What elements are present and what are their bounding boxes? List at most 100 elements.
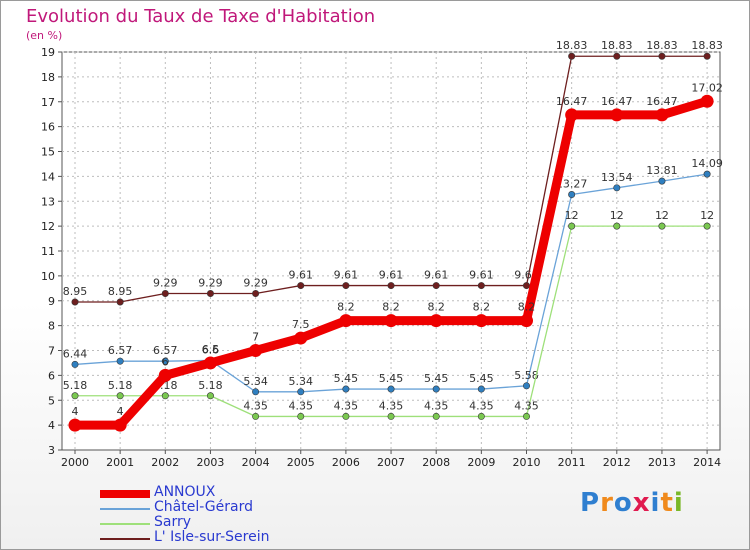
x-tick-label: 2003: [196, 456, 224, 469]
data-label: 5.18: [198, 379, 223, 392]
data-label: 6.57: [153, 344, 178, 357]
data-label: 17.02: [691, 81, 723, 94]
data-point: [432, 385, 440, 393]
logo-letter: i: [673, 488, 684, 518]
unit-label: (en %): [26, 29, 63, 42]
data-label: 12: [700, 209, 714, 222]
data-label: 4.35: [334, 399, 359, 412]
legend-swatch: [100, 538, 150, 540]
data-point: [568, 222, 576, 230]
y-tick-label: 3: [48, 444, 55, 457]
legend-label: ANNOUX: [154, 484, 216, 500]
logo-letter: P: [580, 488, 601, 518]
data-point: [703, 170, 711, 178]
legend-swatch: [100, 523, 150, 525]
data-point: [384, 314, 398, 328]
x-tick-label: 2011: [558, 456, 586, 469]
data-label: 18.83: [556, 39, 588, 52]
data-point: [161, 357, 169, 365]
data-label: 4: [117, 405, 124, 418]
data-point: [71, 360, 79, 368]
data-label: 5.34: [243, 375, 268, 388]
data-point: [522, 382, 530, 390]
data-label: 14.09: [691, 157, 723, 170]
data-label: 9.29: [243, 277, 268, 290]
data-point: [161, 290, 169, 298]
logo-letter: o: [613, 488, 633, 518]
data-point: [113, 418, 127, 432]
y-tick-label: 12: [41, 220, 55, 233]
data-label: 18.83: [646, 39, 678, 52]
legend-item: Châtel-Gérard: [100, 499, 340, 517]
x-tick-label: 2008: [422, 456, 450, 469]
data-point: [429, 314, 443, 328]
data-label: 9.61: [379, 269, 404, 282]
data-point: [342, 282, 350, 290]
x-tick-label: 2013: [648, 456, 676, 469]
y-tick-label: 9: [48, 295, 55, 308]
data-point: [161, 392, 169, 400]
legend-label: L' Isle-sur-Serein: [154, 529, 270, 545]
data-label: 12: [565, 209, 579, 222]
x-tick-label: 2004: [242, 456, 270, 469]
data-label: 5.45: [424, 372, 449, 385]
data-point: [474, 314, 488, 328]
data-label: 4.35: [289, 399, 314, 412]
data-label: 6.57: [108, 344, 133, 357]
data-label: 6.44: [63, 347, 88, 360]
data-label: 9.61: [469, 269, 494, 282]
data-label: 4.35: [514, 399, 539, 412]
data-point: [568, 52, 576, 60]
data-label: 8.2: [473, 301, 491, 314]
data-label: 8.2: [518, 301, 536, 314]
data-label: 5.34: [289, 375, 314, 388]
legend-item: L' Isle-sur-Serein: [100, 529, 340, 547]
data-label: 16.47: [646, 95, 678, 108]
data-label: 4.35: [379, 399, 404, 412]
data-point: [477, 385, 485, 393]
data-point: [432, 412, 440, 420]
x-tick-label: 2012: [603, 456, 631, 469]
legend-label: Châtel-Gérard: [154, 499, 253, 515]
data-label: 8.2: [382, 301, 400, 314]
data-point: [68, 418, 82, 432]
x-tick-label: 2001: [106, 456, 134, 469]
data-point: [252, 388, 260, 396]
data-point: [522, 282, 530, 290]
data-point: [387, 385, 395, 393]
y-tick-label: 10: [41, 270, 55, 283]
data-point: [522, 412, 530, 420]
y-tick-label: 16: [41, 121, 55, 134]
data-point: [342, 385, 350, 393]
data-point: [387, 282, 395, 290]
data-label: 9.61: [424, 269, 449, 282]
data-label: 13.81: [646, 164, 678, 177]
data-label: 9.29: [153, 277, 178, 290]
data-label: 8.95: [63, 285, 88, 298]
data-point: [613, 184, 621, 192]
data-point: [655, 108, 669, 122]
legend-label: Sarry: [154, 514, 192, 530]
data-point: [568, 191, 576, 199]
legend-swatch: [100, 490, 150, 498]
x-tick-label: 2007: [377, 456, 405, 469]
proxiti-logo: Proxiti: [580, 488, 684, 518]
data-label: 18.83: [691, 39, 723, 52]
data-label: 12: [610, 209, 624, 222]
legend-item: Sarry: [100, 514, 340, 532]
data-label: 8.2: [427, 301, 445, 314]
data-label: 5.18: [108, 379, 133, 392]
y-tick-label: 14: [41, 170, 55, 183]
y-tick-label: 17: [41, 96, 55, 109]
data-point: [477, 412, 485, 420]
data-point: [116, 392, 124, 400]
y-tick-label: 5: [48, 394, 55, 407]
data-point: [658, 222, 666, 230]
data-point: [203, 356, 217, 370]
data-label: 6.6: [202, 343, 220, 356]
x-tick-label: 2000: [61, 456, 89, 469]
data-label: 8.2: [337, 301, 355, 314]
data-point: [116, 357, 124, 365]
data-label: 7: [252, 331, 259, 344]
